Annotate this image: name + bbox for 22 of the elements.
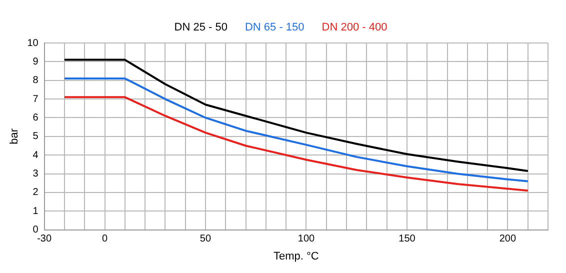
y-tick-label: 0 — [32, 224, 39, 236]
x-tick-label: -30 — [37, 234, 52, 245]
x-tick-label: 150 — [398, 234, 416, 245]
y-tick-label: 4 — [32, 150, 39, 161]
x-tick-label: 50 — [200, 234, 212, 245]
text: DN 25 - 50 — [174, 22, 228, 34]
y-tick-label: 3 — [32, 168, 39, 180]
text: DN 200 - 400 — [322, 22, 388, 34]
y-tick-label: 1 — [32, 206, 39, 217]
y-tick-label: 2 — [32, 187, 39, 198]
y-tick-label: 5 — [32, 131, 39, 142]
x-axis-title: Temp. °C — [273, 250, 319, 262]
text: DN 65 - 150 — [244, 22, 304, 34]
y-tick-label: 8 — [32, 75, 39, 86]
y-tick-label: 7 — [32, 94, 39, 105]
y-tick-label: 10 — [27, 38, 39, 49]
x-tick-label: 0 — [102, 234, 108, 245]
x-tick-label: 200 — [499, 234, 516, 245]
y-tick-label: 6 — [32, 112, 39, 124]
y-tick-label: 9 — [32, 56, 39, 68]
y-axis-title: bar — [8, 128, 21, 144]
x-tick-label: 100 — [298, 234, 316, 245]
